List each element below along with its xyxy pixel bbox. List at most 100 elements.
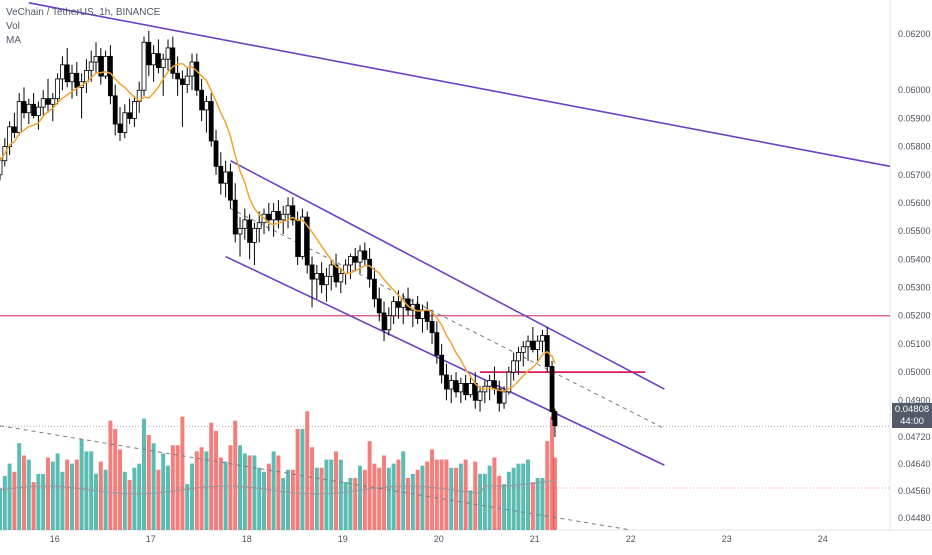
volume-bar xyxy=(497,475,502,530)
volume-bar xyxy=(319,467,324,530)
time-tick-label: 22 xyxy=(626,534,636,544)
candle-body xyxy=(535,340,541,350)
volume-bar xyxy=(468,490,473,530)
volume-bar xyxy=(209,422,214,530)
volume-bar xyxy=(314,467,319,530)
volume-bar xyxy=(118,449,123,530)
chart-legend: VeChain / TetherUS, 1h, BINANCE Vol MA xyxy=(6,6,160,48)
volume-bar xyxy=(122,471,127,530)
candle-body xyxy=(7,126,13,147)
candle-body xyxy=(295,219,301,257)
candle-body xyxy=(290,205,296,221)
ma-line xyxy=(0,62,556,392)
time-tick-label: 20 xyxy=(434,534,444,544)
volume-bar xyxy=(382,455,387,530)
volume-bar xyxy=(12,471,17,530)
candle-body xyxy=(501,391,507,404)
volume-bar xyxy=(372,463,377,530)
volume-bar xyxy=(286,469,291,530)
price-tick-label: 0.05600 xyxy=(898,198,931,208)
candle-body xyxy=(69,72,75,83)
candle-body xyxy=(223,171,229,184)
candle-body xyxy=(453,380,459,393)
volume-bar xyxy=(430,449,435,530)
candle-body xyxy=(285,205,291,215)
candle-body xyxy=(276,211,281,221)
candle-body xyxy=(338,273,344,283)
volume-bar xyxy=(329,459,334,530)
volume-bar xyxy=(290,469,295,530)
volume-bar xyxy=(98,461,103,530)
volume-bar xyxy=(492,457,497,530)
volume-bar xyxy=(454,467,459,530)
candle-body xyxy=(487,380,493,387)
volume-bar xyxy=(406,477,411,530)
candle-body xyxy=(352,256,358,263)
candle-body xyxy=(237,227,243,235)
price-tick-label: 0.06000 xyxy=(898,85,931,95)
candle-body xyxy=(117,123,123,133)
volume-bar xyxy=(276,455,281,530)
volume-bar xyxy=(338,459,343,530)
time-tick-label: 18 xyxy=(242,534,252,544)
volume-bar xyxy=(161,453,166,530)
candle-body xyxy=(55,78,61,100)
candle-body xyxy=(362,250,368,260)
candle-body xyxy=(309,264,315,280)
price-tick-label: 0.05400 xyxy=(898,254,931,264)
volume-bar xyxy=(343,482,348,530)
volume-bar xyxy=(218,457,223,530)
candle-body xyxy=(103,55,109,77)
volume-bar xyxy=(463,459,468,530)
candle-body xyxy=(444,374,449,390)
volume-bar xyxy=(113,428,118,530)
candle-body xyxy=(333,264,339,283)
candle-body xyxy=(16,101,22,133)
volume-bar xyxy=(137,463,142,530)
volume-bar xyxy=(487,465,492,530)
volume-bar xyxy=(415,469,420,530)
candle-body xyxy=(300,216,305,257)
candle-body xyxy=(511,360,517,373)
volume-bar xyxy=(36,473,41,530)
volume-bar xyxy=(540,477,545,530)
candle-body xyxy=(213,140,219,167)
candle-body xyxy=(516,351,521,362)
volume-bar xyxy=(444,459,449,530)
candle-body xyxy=(242,219,248,229)
candle-body xyxy=(21,101,27,114)
volume-bar xyxy=(266,463,271,530)
candle-body xyxy=(98,55,104,77)
volume-bar xyxy=(7,463,12,530)
volume-bar xyxy=(89,451,94,530)
price-tick-label: 0.04640 xyxy=(898,459,931,469)
volume-bar xyxy=(242,453,247,530)
volume-bar xyxy=(262,471,267,530)
volume-bar xyxy=(55,453,60,530)
volume-bar xyxy=(247,455,252,530)
volume-bar xyxy=(434,459,439,530)
volume-bar xyxy=(535,477,540,530)
volume-bar xyxy=(46,457,51,530)
candle-body xyxy=(304,216,310,266)
volume-bar xyxy=(305,411,310,530)
volume-bar xyxy=(516,463,521,530)
volume-bar xyxy=(214,430,219,530)
volume-bar xyxy=(353,477,358,530)
candle-body xyxy=(151,53,157,66)
candle-body xyxy=(184,75,190,85)
candle-body xyxy=(552,411,558,427)
candle-body xyxy=(180,78,185,85)
volume-bar xyxy=(156,469,161,530)
volume-bar xyxy=(410,473,415,530)
candle-body xyxy=(247,219,253,243)
volume-bar xyxy=(127,480,132,530)
volume-bar xyxy=(425,461,430,530)
volume-bar xyxy=(108,420,113,530)
candle-countdown-label: 44:00 xyxy=(900,416,924,427)
candle-body xyxy=(256,222,262,229)
candle-countdown-tag: 44:00 xyxy=(892,416,932,428)
candle-body xyxy=(549,366,555,412)
